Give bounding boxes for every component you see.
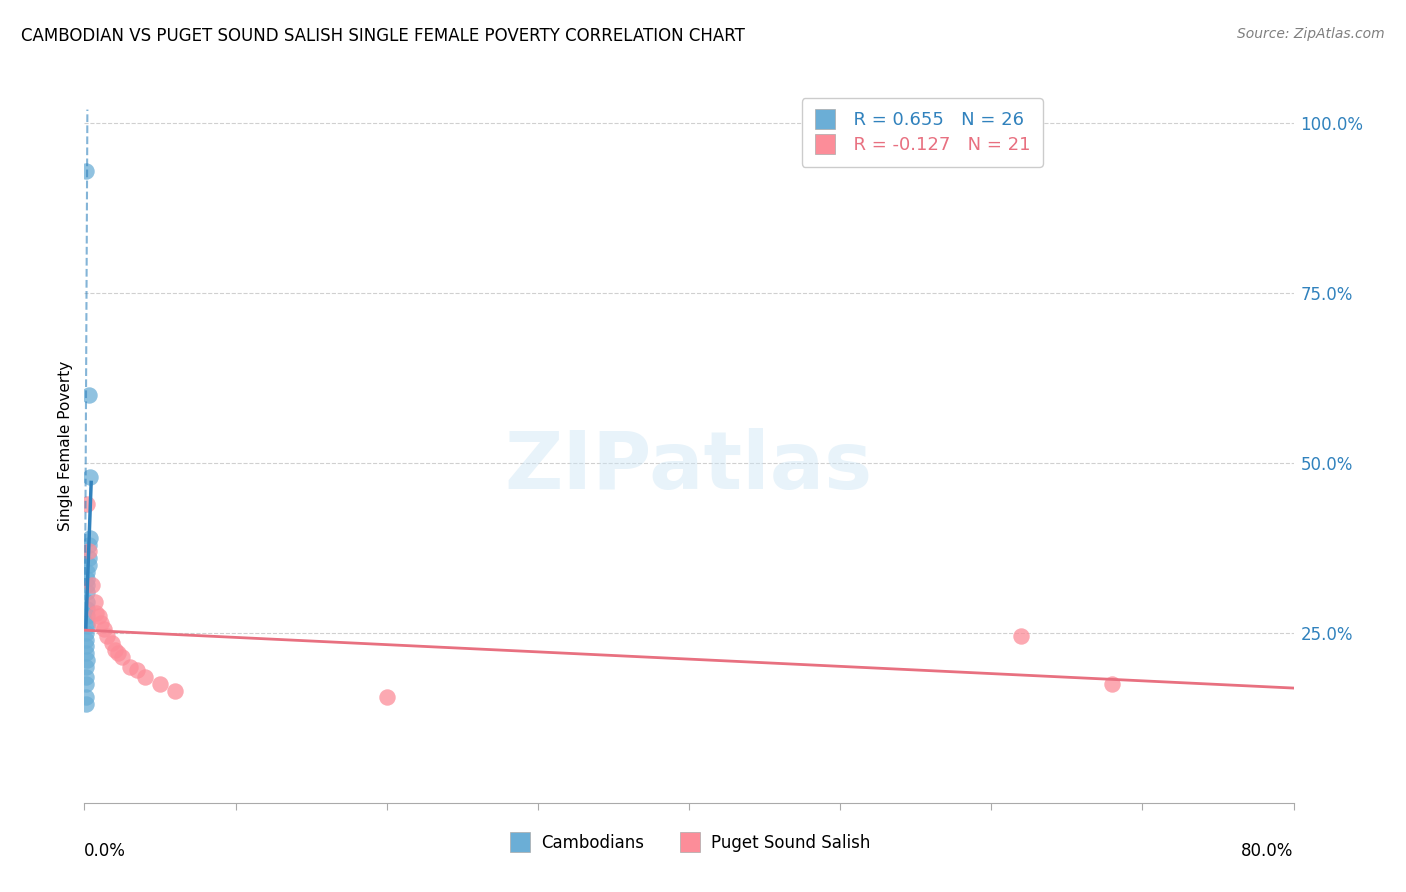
Point <box>77 551 100 566</box>
Point <box>75 640 97 654</box>
Point <box>75 646 97 660</box>
Point <box>79 531 101 545</box>
Point <box>1011 629 1033 643</box>
Point <box>75 670 97 684</box>
Y-axis label: Single Female Poverty: Single Female Poverty <box>58 361 73 531</box>
Text: ZIPatlas: ZIPatlas <box>505 428 873 507</box>
Point <box>77 537 100 551</box>
Point <box>118 660 141 674</box>
Point <box>375 690 398 705</box>
Point <box>84 595 107 609</box>
Point <box>165 683 187 698</box>
Point <box>89 608 111 623</box>
Point <box>75 690 97 705</box>
Point <box>149 677 172 691</box>
Point <box>76 585 98 599</box>
Point <box>111 649 134 664</box>
Point <box>76 602 98 616</box>
Legend: Cambodians, Puget Sound Salish: Cambodians, Puget Sound Salish <box>501 828 877 859</box>
Point <box>80 578 103 592</box>
Point <box>86 606 108 620</box>
Text: Source: ZipAtlas.com: Source: ZipAtlas.com <box>1237 27 1385 41</box>
Text: 0.0%: 0.0% <box>84 842 127 860</box>
Text: CAMBODIAN VS PUGET SOUND SALISH SINGLE FEMALE POVERTY CORRELATION CHART: CAMBODIAN VS PUGET SOUND SALISH SINGLE F… <box>21 27 745 45</box>
Point <box>75 677 97 691</box>
Point <box>76 608 98 623</box>
Point <box>107 646 129 660</box>
Point <box>90 615 112 630</box>
Point <box>77 388 100 402</box>
Point <box>75 698 97 712</box>
Point <box>100 636 122 650</box>
Point <box>76 653 98 667</box>
Text: 80.0%: 80.0% <box>1241 842 1294 860</box>
Point <box>93 623 115 637</box>
Point <box>1101 677 1123 691</box>
Point <box>77 558 100 572</box>
Point <box>79 469 101 483</box>
Point <box>75 626 97 640</box>
Point <box>76 615 98 630</box>
Point <box>104 643 127 657</box>
Point <box>96 629 118 643</box>
Point <box>77 544 100 558</box>
Point <box>134 670 156 684</box>
Point <box>76 572 98 586</box>
Point <box>75 632 97 647</box>
Point <box>127 663 149 677</box>
Point <box>76 619 98 633</box>
Point <box>75 660 97 674</box>
Point <box>76 595 98 609</box>
Point <box>75 163 97 178</box>
Point <box>76 497 98 511</box>
Point <box>76 565 98 579</box>
Point <box>76 578 98 592</box>
